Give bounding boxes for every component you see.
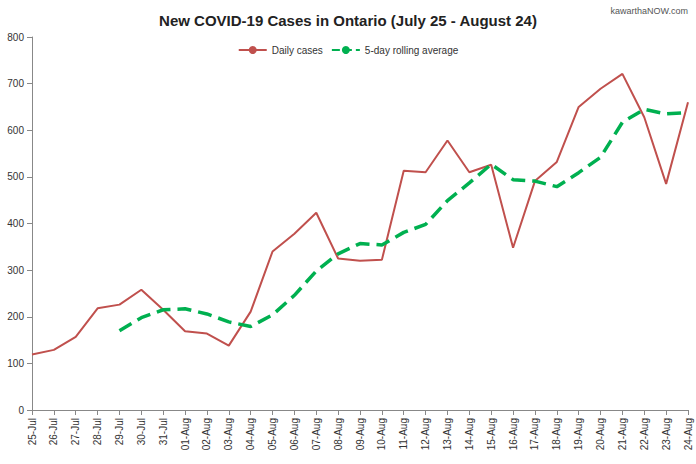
svg-text:11-Aug: 11-Aug xyxy=(398,418,409,450)
svg-text:0: 0 xyxy=(18,405,24,416)
svg-text:18-Aug: 18-Aug xyxy=(551,418,562,450)
svg-text:400: 400 xyxy=(7,218,24,229)
svg-text:24-Aug: 24-Aug xyxy=(683,418,694,450)
svg-text:02-Aug: 02-Aug xyxy=(201,418,212,450)
svg-text:09-Aug: 09-Aug xyxy=(355,418,366,450)
svg-text:23-Aug: 23-Aug xyxy=(661,418,672,450)
svg-text:14-Aug: 14-Aug xyxy=(464,418,475,450)
svg-text:12-Aug: 12-Aug xyxy=(420,418,431,450)
svg-text:26-Jul: 26-Jul xyxy=(48,418,59,445)
svg-text:05-Aug: 05-Aug xyxy=(267,418,278,450)
svg-text:21-Aug: 21-Aug xyxy=(617,418,628,450)
svg-text:22-Aug: 22-Aug xyxy=(639,418,650,450)
svg-text:16-Aug: 16-Aug xyxy=(508,418,519,450)
svg-text:800: 800 xyxy=(7,32,24,43)
svg-text:5-day rolling average: 5-day rolling average xyxy=(365,45,459,56)
svg-text:28-Jul: 28-Jul xyxy=(92,418,103,445)
svg-text:01-Aug: 01-Aug xyxy=(180,418,191,450)
svg-text:25-Jul: 25-Jul xyxy=(27,418,38,445)
svg-text:07-Aug: 07-Aug xyxy=(311,418,322,450)
svg-text:17-Aug: 17-Aug xyxy=(529,418,540,450)
svg-text:15-Aug: 15-Aug xyxy=(486,418,497,450)
svg-text:31-Jul: 31-Jul xyxy=(158,418,169,445)
svg-text:200: 200 xyxy=(7,311,24,322)
svg-text:19-Aug: 19-Aug xyxy=(573,418,584,450)
svg-text:30-Jul: 30-Jul xyxy=(136,418,147,445)
svg-text:20-Aug: 20-Aug xyxy=(595,418,606,450)
svg-text:08-Aug: 08-Aug xyxy=(333,418,344,450)
svg-text:27-Jul: 27-Jul xyxy=(70,418,81,445)
svg-text:13-Aug: 13-Aug xyxy=(442,418,453,450)
svg-text:29-Jul: 29-Jul xyxy=(114,418,125,445)
svg-text:04-Aug: 04-Aug xyxy=(245,418,256,450)
svg-text:New COVID-19 Cases in Ontario: New COVID-19 Cases in Ontario (July 25 -… xyxy=(159,12,537,29)
svg-text:700: 700 xyxy=(7,78,24,89)
svg-text:10-Aug: 10-Aug xyxy=(376,418,387,450)
svg-text:Daily cases: Daily cases xyxy=(272,45,323,56)
svg-text:100: 100 xyxy=(7,358,24,369)
svg-text:500: 500 xyxy=(7,171,24,182)
svg-text:06-Aug: 06-Aug xyxy=(289,418,300,450)
svg-text:kawarthaNOW.com: kawarthaNOW.com xyxy=(610,6,688,16)
svg-text:03-Aug: 03-Aug xyxy=(223,418,234,450)
svg-text:600: 600 xyxy=(7,125,24,136)
svg-text:300: 300 xyxy=(7,265,24,276)
